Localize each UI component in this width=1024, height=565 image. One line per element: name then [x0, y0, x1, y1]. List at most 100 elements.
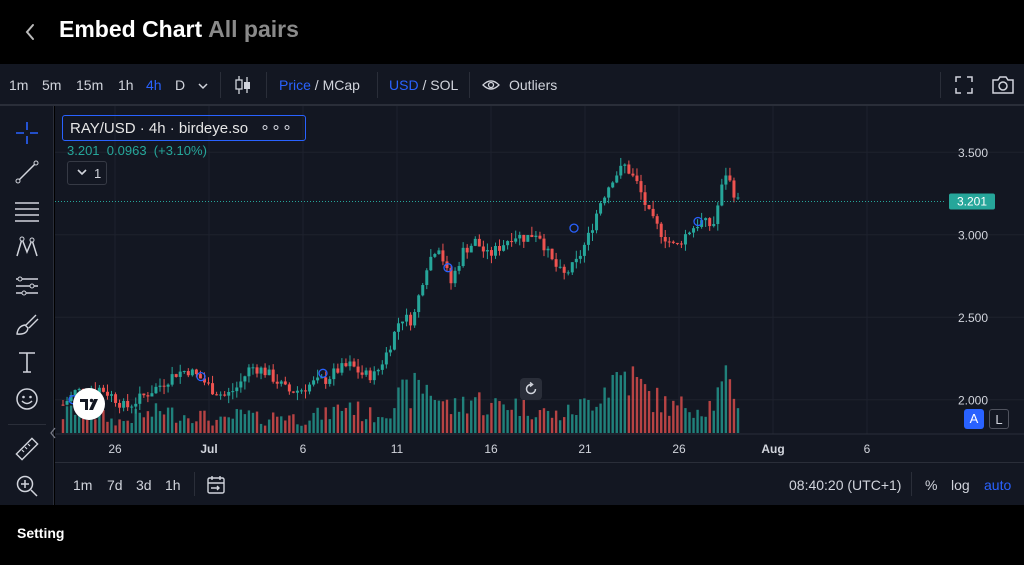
candle-body	[445, 261, 449, 269]
candle-body	[623, 164, 627, 166]
last-price-value: 3.201	[67, 143, 100, 158]
candle-body	[138, 393, 142, 404]
volume-bar	[599, 403, 602, 433]
interval-1m[interactable]: 1m	[9, 77, 29, 93]
reset-chart-button[interactable]	[520, 378, 542, 400]
text-icon[interactable]	[14, 349, 40, 375]
price-mcap-toggle[interactable]: Price / MCap	[279, 77, 360, 93]
volume-bar	[158, 411, 162, 433]
symbol-label: RAY/USD · 4h · birdeye.so	[70, 120, 249, 137]
volume-bar	[522, 399, 525, 433]
volume-bar	[235, 409, 239, 433]
interval-4h[interactable]: 4h	[146, 77, 162, 93]
volume-bar	[518, 416, 521, 433]
settings-bar: Setting	[0, 505, 1024, 565]
volume-bar	[526, 415, 530, 433]
candle-body	[675, 242, 679, 244]
zoom-in-icon[interactable]	[14, 473, 40, 499]
ruler-icon[interactable]	[14, 436, 40, 462]
chevron-down-icon[interactable]	[197, 81, 209, 91]
fib-retracement-icon[interactable]	[14, 198, 40, 224]
back-icon[interactable]	[18, 18, 42, 46]
range-7d[interactable]: 7d	[107, 477, 123, 493]
volume-bar	[732, 398, 736, 433]
price-option[interactable]: Price	[279, 77, 311, 93]
candle-body	[146, 395, 150, 397]
volume-bar	[542, 408, 546, 433]
candles-icon[interactable]	[233, 74, 253, 96]
candle-body	[655, 216, 659, 224]
price-chart[interactable]: 3.500 3.000 2.500 2.000 26 Jul 6 11 16 21 26 Aug 6 3.…	[55, 106, 1024, 462]
candle-body	[97, 387, 101, 393]
lock-scale-button[interactable]: L	[989, 409, 1009, 429]
volume-bar	[506, 410, 509, 433]
volume-bar	[166, 407, 170, 433]
candle-body	[687, 232, 691, 235]
volume-bar	[696, 409, 699, 433]
fullscreen-icon[interactable]	[954, 75, 974, 95]
camera-icon[interactable]	[991, 74, 1015, 96]
interval-15m[interactable]: 15m	[76, 77, 104, 93]
usd-option[interactable]: USD	[389, 77, 419, 93]
log-scale-toggle[interactable]: log	[951, 477, 970, 493]
auto-scale-button[interactable]: A	[964, 409, 984, 429]
candle-body	[360, 372, 364, 375]
candle-body	[566, 272, 570, 274]
range-1m[interactable]: 1m	[73, 477, 93, 493]
interval-5m[interactable]: 5m	[42, 77, 62, 93]
sol-option[interactable]: SOL	[430, 77, 459, 93]
trend-line-icon[interactable]	[14, 159, 40, 185]
collapse-toolbar-icon[interactable]	[49, 426, 57, 440]
mcap-option[interactable]: MCap	[322, 77, 360, 93]
emoji-icon[interactable]	[14, 386, 40, 412]
candle-body	[724, 175, 728, 185]
volume-bar	[647, 391, 651, 433]
candle-body	[562, 266, 566, 273]
title-subtitle[interactable]: All pairs	[208, 16, 299, 42]
goto-date-icon[interactable]	[205, 474, 227, 496]
range-3d[interactable]: 3d	[136, 477, 152, 493]
candle-body	[126, 400, 130, 408]
eye-icon[interactable]	[482, 78, 500, 92]
percent-scale-toggle[interactable]: %	[925, 477, 938, 493]
candle-body	[639, 181, 643, 193]
tradingview-logo[interactable]	[73, 388, 105, 420]
auto-scale-toggle[interactable]: auto	[984, 477, 1012, 493]
pattern-icon[interactable]	[14, 234, 40, 260]
volume-bar	[429, 395, 433, 433]
chart-pane[interactable]: 3.500 3.000 2.500 2.000 26 Jul 6 11 16 21 26 Aug 6 3.…	[55, 106, 1024, 462]
candle-body	[405, 314, 409, 322]
candle-body	[122, 400, 126, 408]
outliers-button[interactable]: Outliers	[509, 77, 558, 93]
setting-button[interactable]: Setting	[17, 525, 65, 541]
candle-body	[595, 213, 599, 231]
currency-toggle[interactable]: USD / SOL	[389, 77, 458, 93]
volume-bar	[352, 414, 356, 433]
volume-bar	[191, 423, 194, 433]
volume-bar	[401, 379, 404, 433]
volume-bar	[736, 408, 740, 433]
more-options-icon[interactable]: ∘∘∘	[259, 119, 293, 136]
candle-body	[182, 371, 186, 373]
candle-body	[417, 295, 421, 313]
crosshair-icon[interactable]	[14, 120, 40, 146]
candle-body	[413, 312, 417, 326]
interval-1h[interactable]: 1h	[118, 77, 134, 93]
volume-bar	[134, 408, 137, 433]
volume-bar	[106, 421, 109, 433]
volume-bar	[150, 416, 154, 433]
price-axis-label: 2.000	[958, 394, 988, 408]
legend-collapse-button[interactable]: 1	[67, 161, 107, 185]
candle-body	[110, 394, 114, 396]
range-1h[interactable]: 1h	[165, 477, 181, 493]
clock-timezone[interactable]: 08:40:20 (UTC+1)	[789, 477, 902, 493]
candle-body	[546, 248, 550, 251]
brush-icon[interactable]	[14, 312, 40, 338]
candle-body	[376, 369, 380, 372]
candle-body	[461, 247, 465, 267]
volume-bar	[146, 411, 150, 433]
symbol-legend[interactable]: RAY/USD · 4h · birdeye.so ∘∘∘	[62, 115, 306, 141]
measure-lines-icon[interactable]	[14, 273, 40, 299]
interval-d[interactable]: D	[175, 77, 186, 93]
volume-bar	[381, 417, 384, 433]
